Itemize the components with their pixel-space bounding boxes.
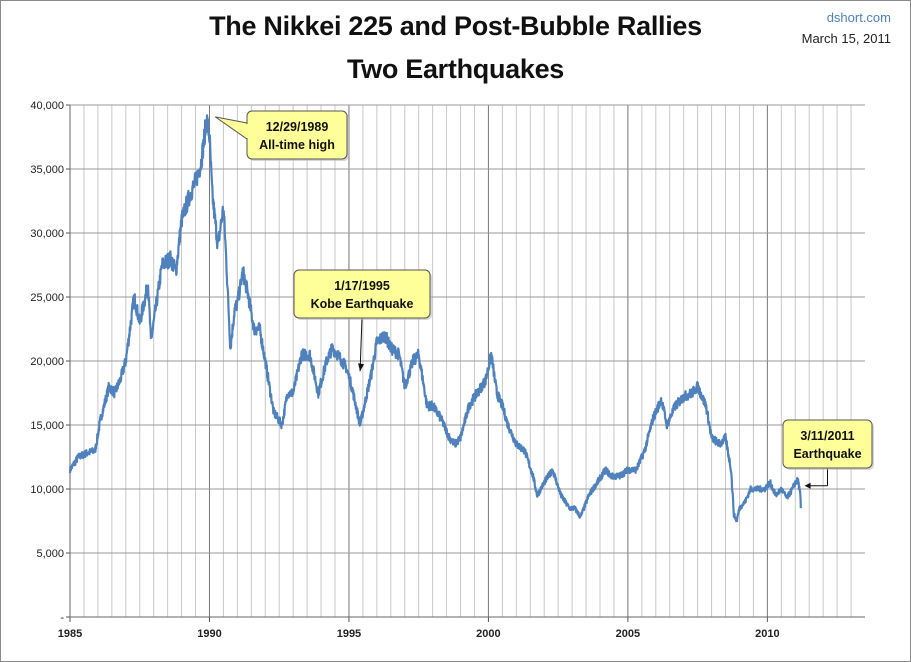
y-tick-label: 30,000 [30, 228, 64, 240]
x-tick-label: 2010 [755, 628, 779, 640]
x-tick-label: 2000 [476, 628, 500, 640]
callout-label-date: 1/17/1995 [334, 279, 390, 293]
y-tick-label: 15,000 [30, 420, 64, 432]
callout-box [293, 269, 431, 319]
source-label: dshort.com [826, 10, 891, 25]
y-tick-label: 35,000 [30, 164, 64, 176]
callout-arrow-line [359, 317, 363, 372]
x-tick-label: 1995 [337, 628, 361, 640]
date-label: March 15, 2011 [801, 31, 891, 46]
nikkei-series-line [68, 114, 802, 523]
axes [69, 105, 865, 618]
y-tick-label: - [60, 612, 64, 624]
callouts-layer: 12/29/1989 All-time high 1/17/1995 Kobe Ear… [214, 110, 874, 489]
y-tick-label: 10,000 [30, 484, 64, 496]
callout-label-date: 3/11/2011 [800, 429, 854, 443]
callout-all-time-high: 12/29/1989 All-time high [214, 110, 349, 161]
chart-title: The Nikkei 225 and Post-Bubble Rallies [209, 11, 702, 41]
x-tick-label: 1985 [58, 628, 82, 640]
callout-arrowhead [358, 363, 365, 372]
y-axis-ticks: - 5,000 10,000 15,000 20,000 25,000 30,000 35,0… [30, 100, 70, 624]
callout-label-event: Kobe Earthquake [311, 297, 414, 311]
callout-label-event: All-time high [259, 138, 335, 152]
x-tick-label: 2005 [616, 628, 640, 640]
x-tick-label: 1990 [197, 628, 221, 640]
y-tick-label: 5,000 [36, 548, 64, 560]
callout-pointer [214, 116, 248, 140]
callout-label-event: Earthquake [793, 447, 861, 461]
series-layer [68, 114, 802, 523]
y-tick-label: 25,000 [30, 292, 64, 304]
callout-arrowhead [804, 482, 811, 489]
callout-earthquake-2011: 3/11/2011 Earthquake [782, 419, 874, 489]
y-tick-label: 40,000 [30, 100, 64, 112]
callout-kobe-earthquake: 1/17/1995 Kobe Earthquake [293, 269, 432, 372]
callout-box [782, 419, 873, 469]
y-tick-label: 20,000 [30, 356, 64, 368]
chart-subtitle: Two Earthquakes [346, 54, 565, 84]
callout-label-date: 12/29/1989 [266, 120, 329, 134]
grid-lines [70, 104, 865, 617]
x-axis-ticks: 1985 1990 1995 2000 2005 2010 [58, 617, 780, 640]
